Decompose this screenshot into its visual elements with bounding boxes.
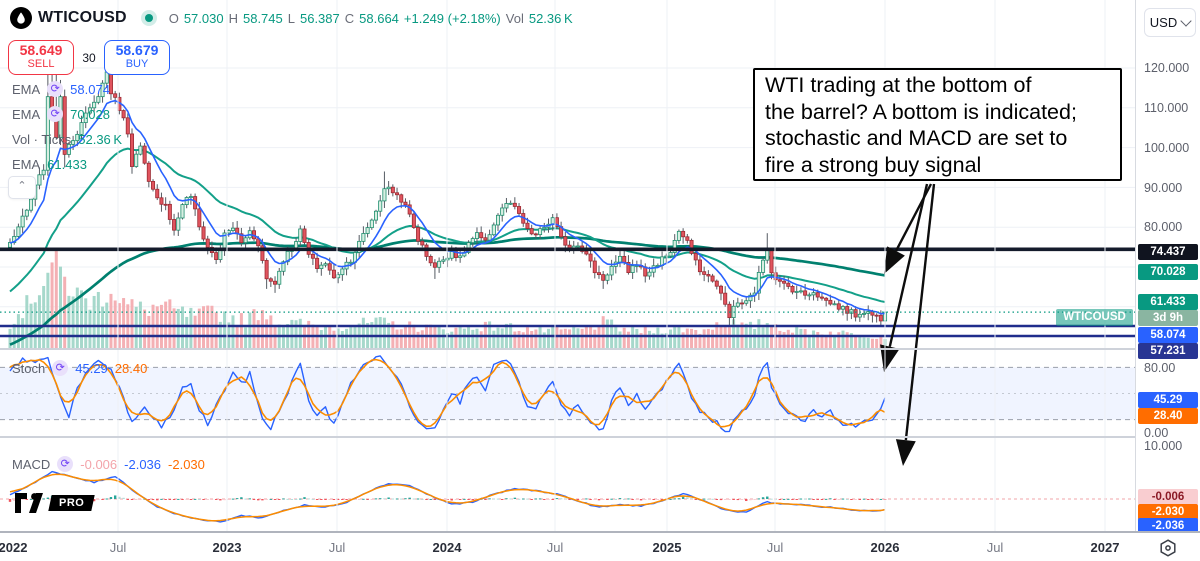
open-label: O [168, 10, 179, 26]
time-axis-tick: Jul [986, 540, 1004, 555]
currency-value: USD [1149, 15, 1178, 30]
legend-row-vol-ticks[interactable]: Vol · Ticks 52.36 K [12, 130, 122, 148]
stochastic-label: Stoch [12, 360, 46, 376]
price-axis-value-tag: 3d 9h [1138, 310, 1198, 326]
buy-price: 58.679 [115, 42, 159, 58]
loading-spinner-icon: ⟳ [47, 81, 64, 97]
legend-value: 70.028 [70, 106, 110, 122]
tradingview-logo-icon [15, 493, 43, 513]
sell-label: SELL [27, 58, 55, 71]
price-axis-value-tag: -2.030 [1138, 504, 1198, 520]
price-axis-value-tag: -2.036 [1138, 518, 1198, 534]
macd-hist-value: -0.006 [80, 456, 118, 472]
legend-row-ema[interactable]: EMA 61.433 [12, 155, 87, 173]
buy-button[interactable]: 58.679 BUY [104, 40, 170, 75]
time-axis[interactable]: 2022 Jul 2023 Jul 2024 Jul 2025 Jul 2026 Jul 2027 [0, 533, 1200, 561]
price-axis-tick: 10.000 [1144, 439, 1183, 453]
price-axis-tick: 80.00 [1144, 361, 1176, 375]
open-value: 57.030 [183, 10, 224, 26]
price-axis[interactable]: USD 120.000 110.000 100.000 90.000 80.000 80.… [1135, 0, 1200, 534]
price-axis-tick: 0.00 [1144, 426, 1169, 440]
market-status-icon[interactable] [140, 10, 157, 26]
currency-dropdown[interactable]: USD [1144, 8, 1196, 37]
price-axis-tick: 80.000 [1144, 220, 1183, 234]
time-axis-tick: 2027 [1090, 540, 1120, 555]
loading-spinner-icon: ⟳ [52, 360, 69, 376]
legend-label: EMA [12, 156, 41, 172]
legend-row-ema[interactable]: EMA ⟳ 70.028 [12, 105, 110, 123]
price-axis-tick: 110.000 [1144, 101, 1189, 115]
pro-badge: PRO [48, 495, 96, 511]
tradingview-watermark: PRO [14, 492, 96, 514]
low-value: 56.387 [299, 10, 340, 26]
time-axis-tick: Jul [109, 540, 127, 555]
price-axis-value-tag: 58.074 [1138, 327, 1198, 343]
price-line-symbol-label: WTICOUSD [1056, 309, 1133, 326]
price-axis-tick: 120.000 [1144, 61, 1190, 75]
price-axis-tick: 100.000 [1144, 141, 1190, 155]
volume-label: Vol [505, 10, 524, 26]
price-axis-value-tag: 61.433 [1138, 294, 1198, 310]
macd-label: MACD [12, 456, 51, 472]
change-value: +1.249 (+2.18%) [403, 10, 501, 26]
time-axis-tick: 2023 [212, 540, 242, 555]
close-label: C [344, 10, 355, 26]
symbol-name[interactable]: WTICOUSD [38, 9, 127, 26]
high-value: 58.745 [242, 10, 283, 26]
time-axis-tick: Jul [766, 540, 784, 555]
legend-label: EMA [12, 106, 41, 122]
legend-value: 58.074 [70, 81, 110, 97]
stochastic-d-value: 28.40 [114, 360, 148, 376]
stochastic-legend[interactable]: Stoch ⟳ 45.29 28.40 [12, 359, 147, 377]
close-value: 58.664 [359, 10, 399, 26]
axis-settings-gear-icon[interactable] [1158, 538, 1178, 558]
time-axis-tick: 2026 [870, 540, 900, 555]
legend-value: 61.433 [47, 156, 87, 172]
price-axis-value-tag: 57.231 [1138, 343, 1198, 359]
order-panel: 58.649 SELL 30 58.679 BUY [8, 40, 170, 75]
macd-signal-value: -2.030 [168, 456, 205, 472]
buy-label: BUY [125, 58, 149, 71]
time-axis-tick: 2025 [652, 540, 682, 555]
price-axis-value-tag: 28.40 [1138, 408, 1198, 424]
high-label: H [228, 10, 238, 26]
loading-spinner-icon: ⟳ [47, 106, 64, 122]
oil-drop-logo-icon [10, 7, 32, 29]
loading-spinner-icon: ⟳ [57, 456, 74, 472]
time-axis-tick: 2022 [0, 540, 28, 555]
chevron-down-icon [1180, 15, 1192, 27]
annotation-callout[interactable]: WTI trading at the bottom of the barrel?… [753, 68, 1122, 181]
time-axis-tick: Jul [546, 540, 564, 555]
symbol-header: WTICOUSD O 57.030 H 58.745 L 56.387 C 58.664… [10, 6, 573, 30]
time-axis-tick: Jul [328, 540, 346, 555]
chart-canvas[interactable] [0, 0, 1135, 533]
macd-legend[interactable]: MACD ⟳ -0.006 -2.036 -2.030 [12, 455, 205, 473]
sell-price: 58.649 [19, 42, 63, 58]
price-axis-value-tag: 74.437 [1138, 244, 1198, 260]
price-axis-value-tag: 45.29 [1138, 392, 1198, 408]
legend-label: EMA [12, 81, 41, 97]
low-label: L [287, 10, 295, 26]
ohlc-readout: O 57.030 H 58.745 L 56.387 C 58.664 +1.249 (… [169, 11, 573, 26]
time-axis-separator [0, 531, 1200, 533]
volume-value: 52.36 K [528, 10, 573, 26]
legend-label: Vol · Ticks [12, 131, 72, 147]
price-axis-value-tag: -0.006 [1138, 489, 1198, 505]
spread-value: 30 [82, 50, 96, 65]
sell-button[interactable]: 58.649 SELL [8, 40, 74, 75]
time-axis-tick: 2024 [432, 540, 462, 555]
collapse-legend-button[interactable]: ⌃ [8, 176, 36, 199]
price-axis-tick: 90.000 [1144, 181, 1183, 195]
stochastic-k-value: 45.29 [75, 360, 108, 376]
legend-row-ema[interactable]: EMA ⟳ 58.074 [12, 80, 110, 98]
macd-line-value: -2.036 [124, 456, 162, 472]
legend-value: 52.36 K [78, 131, 123, 147]
price-axis-value-tag: 70.028 [1138, 264, 1198, 280]
